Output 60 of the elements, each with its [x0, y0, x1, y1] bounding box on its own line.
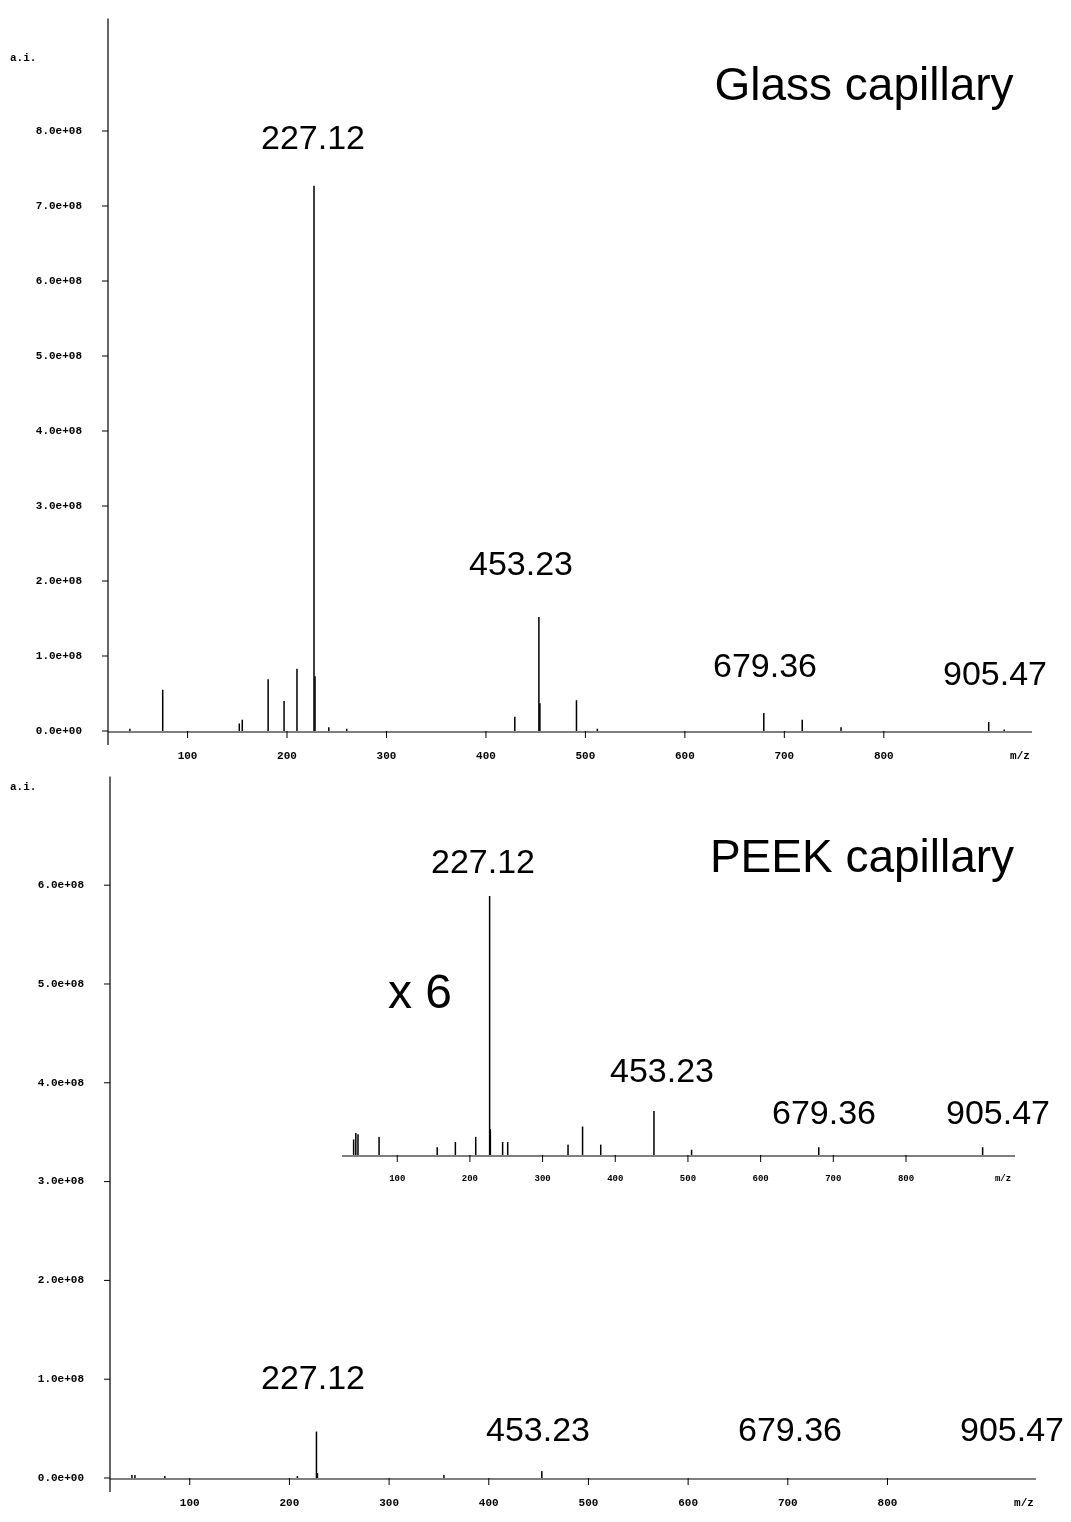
- annotation: 679.36: [738, 1409, 842, 1448]
- y-tick-label: 6.0e+08: [35, 274, 83, 287]
- y-tick-label: 2.0e+08: [37, 1274, 85, 1287]
- x-tick-label: 500: [578, 1497, 599, 1509]
- annotation: 227.12: [261, 1357, 365, 1396]
- x-tick-label: 600: [678, 1497, 699, 1509]
- x-tick-label: 300: [376, 750, 397, 762]
- annotation: 679.36: [772, 1092, 876, 1131]
- x-tick-label: 400: [478, 1497, 499, 1509]
- y-tick-label: 0.0e+00: [37, 1471, 84, 1484]
- x-tick-label: 700: [777, 1497, 798, 1509]
- x-tick-label: 200: [461, 1174, 479, 1184]
- x-tick-label: 600: [752, 1174, 769, 1184]
- y-axis-title: a.i.: [10, 51, 37, 64]
- x-tick-label: 500: [575, 750, 596, 762]
- y-tick-label: 0.0e+00: [35, 724, 82, 737]
- annotation: 905.47: [946, 1092, 1050, 1131]
- text: Glass capillary: [714, 58, 1014, 111]
- text: x 6: [387, 964, 453, 1018]
- x-tick-label: 200: [277, 750, 297, 762]
- y-tick-label: 5.0e+08: [35, 349, 83, 362]
- x-tick-label: 800: [877, 1497, 898, 1509]
- annotation: 227.12: [431, 841, 535, 880]
- y-tick-label: 3.0e+08: [37, 1175, 85, 1188]
- x-tick-label: 600: [674, 750, 695, 762]
- annotation: 453.23: [486, 1409, 590, 1448]
- y-tick-label: 8.0e+08: [35, 124, 83, 137]
- y-tick-label: 3.0e+08: [35, 499, 83, 512]
- x-tick-label: 700: [774, 750, 795, 762]
- x-tick-label: 400: [607, 1174, 624, 1184]
- x-tick-label: 500: [679, 1174, 697, 1184]
- x-tick-label: 100: [179, 1497, 200, 1509]
- x-tick-label: 300: [534, 1174, 551, 1184]
- text: PEEK capillary: [709, 830, 1015, 883]
- annotation: 453.23: [610, 1050, 714, 1089]
- x-axis-title: m/z: [1014, 1497, 1034, 1509]
- annotation: 227.12: [261, 117, 365, 156]
- x-tick-label: 300: [379, 1497, 399, 1509]
- annotation: 905.47: [960, 1409, 1064, 1448]
- y-tick-label: 5.0e+08: [37, 977, 85, 990]
- y-tick-label: 2.0e+08: [35, 574, 83, 587]
- x-tick-label: 800: [873, 750, 894, 762]
- y-tick-label: 4.0e+08: [37, 1076, 85, 1089]
- annotation: 453.23: [469, 543, 573, 582]
- y-tick-label: 6.0e+08: [37, 879, 85, 892]
- y-tick-label: 4.0e+08: [35, 424, 83, 437]
- annotation: 905.47: [943, 653, 1047, 692]
- x-tick-label: 100: [177, 750, 198, 762]
- y-tick-label: 7.0e+08: [35, 199, 83, 212]
- y-tick-label: 1.0e+08: [37, 1373, 85, 1386]
- y-axis-title: a.i.: [10, 780, 37, 793]
- x-tick-label: 100: [389, 1174, 406, 1184]
- x-axis-title: m/z: [1010, 750, 1030, 762]
- x-tick-label: 700: [825, 1174, 842, 1184]
- x-axis-title: m/z: [994, 1174, 1012, 1184]
- x-tick-label: 400: [476, 750, 496, 762]
- annotation: 679.36: [713, 645, 817, 684]
- x-tick-label: 800: [897, 1174, 915, 1184]
- y-tick-label: 1.0e+08: [35, 649, 83, 662]
- x-tick-label: 200: [279, 1497, 300, 1509]
